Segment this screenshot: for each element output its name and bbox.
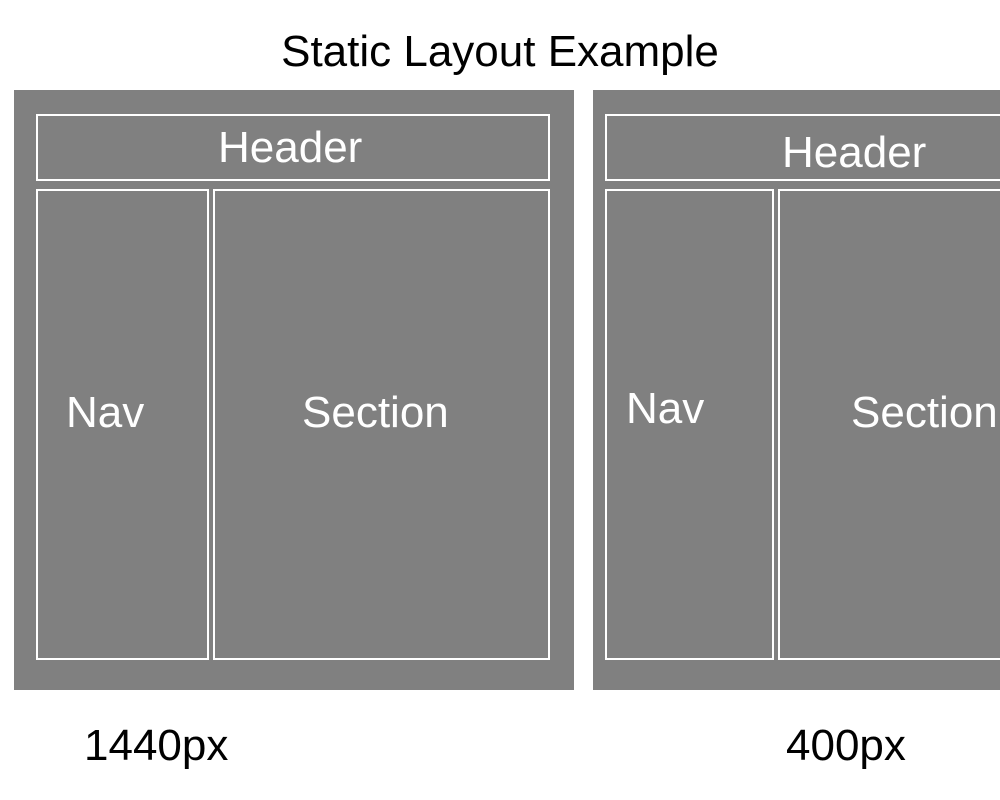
header-label: Header — [218, 123, 363, 172]
layout-frame-1440: Header Nav Section — [14, 90, 574, 690]
section-label: Section — [851, 388, 998, 437]
layout-frame-400: Header Nav Section — [593, 90, 1000, 690]
header-box: Header — [36, 114, 550, 181]
nav-label: Nav — [626, 384, 705, 433]
nav-box: Nav — [36, 189, 209, 660]
nav-label: Nav — [66, 388, 145, 437]
section-box: Section — [778, 189, 1000, 660]
header-label: Header — [782, 128, 927, 177]
section-box: Section — [213, 189, 550, 660]
diagram-title: Static Layout Example — [281, 27, 719, 76]
header-box: Header — [605, 114, 1000, 181]
section-label: Section — [302, 388, 449, 437]
nav-box: Nav — [605, 189, 774, 660]
width-caption-1440: 1440px — [84, 721, 229, 770]
width-caption-400: 400px — [786, 721, 906, 770]
